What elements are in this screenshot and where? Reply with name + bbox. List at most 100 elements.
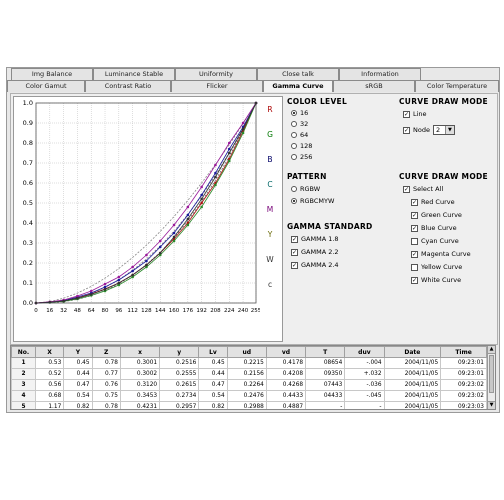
- scroll-thumb[interactable]: [489, 355, 494, 393]
- radio-icon[interactable]: [291, 121, 297, 127]
- scroll-up-arrow-icon[interactable]: ▲: [488, 346, 495, 354]
- table-scrollbar[interactable]: ▲ ▼: [487, 346, 495, 409]
- radio-icon[interactable]: [291, 143, 297, 149]
- column-header[interactable]: Lv: [198, 346, 228, 358]
- radio-icon[interactable]: [291, 186, 297, 192]
- data-point: [131, 275, 134, 279]
- yellow-curve-checkbox[interactable]: Yellow Curve: [411, 263, 462, 271]
- table-cell: 0.2734: [159, 390, 200, 402]
- tab-information[interactable]: Information: [339, 68, 421, 80]
- green-curve-checkbox[interactable]: ✓ Green Curve: [411, 211, 462, 219]
- data-point: [62, 299, 65, 303]
- checkbox-checked-icon[interactable]: ✓: [411, 276, 418, 284]
- data-point: [227, 151, 231, 155]
- gamma-option-2-2[interactable]: ✓ GAMMA 2.2: [291, 248, 339, 256]
- magenta-curve-checkbox[interactable]: ✓ Magenta Curve: [411, 250, 471, 258]
- column-header[interactable]: Date: [383, 346, 442, 358]
- tab-flicker[interactable]: Flicker: [171, 80, 263, 92]
- tab-img-balance[interactable]: Img Balance: [11, 68, 93, 80]
- y-tick-label: 0.0: [23, 299, 33, 307]
- radio-icon[interactable]: [291, 154, 297, 160]
- select-all-checkbox[interactable]: ✓ Select All: [403, 185, 444, 193]
- checkbox-checked-icon[interactable]: ✓: [411, 224, 418, 232]
- table-cell: 09:23:01: [440, 368, 487, 380]
- color-level-option-256[interactable]: 256: [291, 153, 312, 161]
- table-row[interactable]: 5 1.17 0.82 0.78 0.4231 0.2957 0.82 0.2988 0.488…: [11, 401, 487, 409]
- data-point: [227, 159, 231, 163]
- tab-color-gamut[interactable]: Color Gamut: [7, 80, 85, 92]
- x-tick-label: 240: [238, 308, 249, 314]
- table-row[interactable]: 1 0.53 0.45 0.78 0.3001 0.2516 0.45 0.2215 0.417…: [11, 357, 487, 369]
- tab-uniformity[interactable]: Uniformity: [175, 68, 257, 80]
- color-level-option-128[interactable]: 128: [291, 142, 312, 150]
- column-header[interactable]: vd: [265, 346, 307, 358]
- data-point: [103, 285, 107, 289]
- column-header[interactable]: y: [159, 346, 200, 358]
- checkbox-checked-icon[interactable]: ✓: [411, 198, 418, 206]
- column-header[interactable]: Z: [91, 346, 121, 358]
- radio-selected-icon[interactable]: [291, 198, 297, 204]
- tab-close-talk[interactable]: Close talk: [257, 68, 339, 80]
- column-header[interactable]: Y: [63, 346, 93, 358]
- table-cell: 2004/11/05: [383, 368, 442, 380]
- checkbox-unchecked-icon[interactable]: [411, 263, 418, 271]
- line-checkbox[interactable]: ✓ Line: [403, 110, 427, 118]
- checkbox-checked-icon[interactable]: ✓: [403, 126, 410, 134]
- column-header[interactable]: X: [34, 346, 65, 358]
- column-header[interactable]: No.: [11, 346, 36, 358]
- blue-curve-checkbox[interactable]: ✓ Blue Curve: [411, 224, 457, 232]
- tab-gamma-curve[interactable]: Gamma Curve: [263, 80, 333, 92]
- column-header[interactable]: Time: [440, 346, 487, 358]
- white-curve-checkbox[interactable]: ✓ White Curve: [411, 276, 462, 284]
- radio-selected-icon[interactable]: [291, 110, 297, 116]
- pattern-option-rgbw[interactable]: RGBW: [291, 185, 320, 193]
- checkbox-checked-icon[interactable]: ✓: [411, 250, 418, 258]
- table-row[interactable]: 4 0.68 0.54 0.75 0.3453 0.2734 0.54 0.2476 0.443…: [11, 390, 487, 402]
- channel-label-c: C: [267, 180, 273, 189]
- table-row[interactable]: 2 0.52 0.44 0.77 0.3002 0.2555 0.44 0.2156 0.420…: [11, 368, 487, 380]
- pattern-title: PATTERN: [287, 172, 327, 181]
- color-level-option-64[interactable]: 64: [291, 131, 308, 139]
- table-cell: 0.77: [91, 368, 121, 380]
- scroll-down-arrow-icon[interactable]: ▼: [488, 401, 495, 409]
- table-cell: 0.78: [91, 357, 121, 369]
- color-level-option-16[interactable]: 16: [291, 109, 308, 117]
- pattern-option-rgbcmyw[interactable]: RGBCMYW: [291, 197, 334, 205]
- tab-color-temperature[interactable]: Color Temperature: [415, 80, 499, 92]
- color-level-option-32[interactable]: 32: [291, 120, 308, 128]
- cyan-curve-checkbox[interactable]: Cyan Curve: [411, 237, 459, 245]
- tab-srgb[interactable]: sRGB: [333, 80, 415, 92]
- table-cell: 0.3120: [119, 379, 161, 391]
- column-header[interactable]: ud: [226, 346, 267, 358]
- column-header[interactable]: duv: [344, 346, 385, 358]
- tab-luminance-stable[interactable]: Luminance Stable: [93, 68, 175, 80]
- data-point: [145, 259, 148, 263]
- data-point: [200, 193, 203, 197]
- chevron-down-icon[interactable]: ▼: [444, 126, 454, 134]
- table-cell: -.004: [344, 357, 385, 369]
- red-curve-checkbox[interactable]: ✓ Red Curve: [411, 198, 455, 206]
- column-header[interactable]: T: [305, 346, 346, 358]
- node-checkbox[interactable]: ✓ Node 2 ▼: [403, 125, 455, 135]
- x-tick-label: 64: [88, 308, 95, 314]
- checkbox-checked-icon[interactable]: ✓: [403, 185, 410, 193]
- x-tick-label: 176: [183, 308, 194, 314]
- table-cell: 0.53: [34, 357, 65, 369]
- column-header[interactable]: x: [119, 346, 161, 358]
- table-cell: 0.75: [91, 390, 121, 402]
- checkbox-checked-icon[interactable]: ✓: [411, 211, 418, 219]
- checkbox-checked-icon[interactable]: ✓: [403, 110, 410, 118]
- tab-contrast-ratio[interactable]: Contrast Ratio: [85, 80, 171, 92]
- table-row[interactable]: 3 0.56 0.47 0.76 0.3120 0.2615 0.47 0.2264 0.426…: [11, 379, 487, 391]
- node-select[interactable]: 2 ▼: [432, 125, 455, 135]
- table-cell: 0.68: [34, 390, 65, 402]
- checkbox-unchecked-icon[interactable]: [411, 237, 418, 245]
- data-point: [186, 217, 190, 221]
- checkbox-checked-icon[interactable]: ✓: [291, 235, 298, 243]
- gamma-option-1-8[interactable]: ✓ GAMMA 1.8: [291, 235, 339, 243]
- radio-icon[interactable]: [291, 132, 297, 138]
- checkbox-checked-icon[interactable]: ✓: [291, 261, 298, 269]
- gamma-option-2-4[interactable]: ✓ GAMMA 2.4: [291, 261, 339, 269]
- checkbox-checked-icon[interactable]: ✓: [291, 248, 298, 256]
